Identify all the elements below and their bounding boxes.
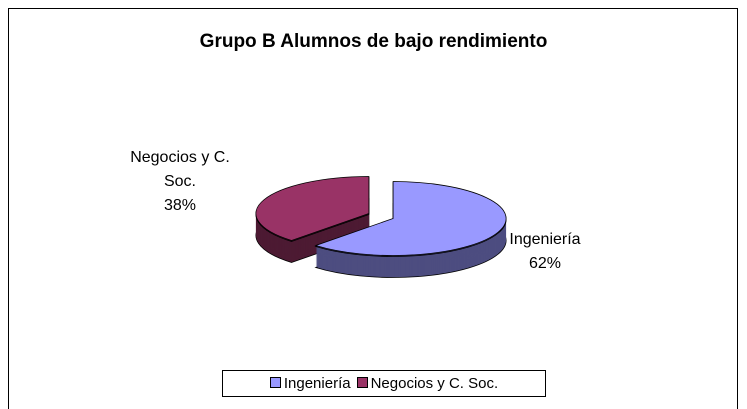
data-label-category: Ingeniería [509,231,581,248]
slice [314,181,507,256]
legend-swatch [269,377,281,388]
chart-border [8,8,738,409]
legend-label: Negocios y C. Soc. [370,375,499,392]
slice [255,176,370,241]
legend-swatch [356,377,368,388]
data-label-value: 38% [163,197,197,214]
legend-entry: Ingeniería [269,375,351,392]
legend-entry: Negocios y C. Soc. [356,375,499,392]
data-label: Ingeniería 62% [495,228,595,276]
data-label-value: 62% [528,255,562,272]
chart-title: Grupo B Alumnos de bajo rendimiento [199,31,548,52]
data-label: Negocios y C. Soc. 38% [120,146,240,218]
legend: Ingeniería Negocios y C. Soc. [222,370,546,397]
legend-label: Ingeniería [283,375,351,392]
data-label-category: Negocios y C. Soc. [130,149,230,190]
